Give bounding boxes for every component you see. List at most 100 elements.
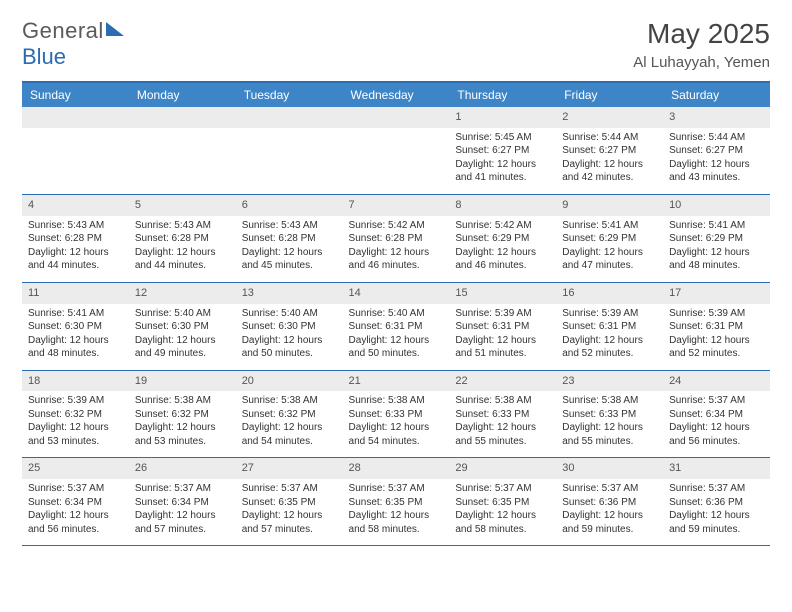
day-content: Sunrise: 5:40 AMSunset: 6:30 PMDaylight:…: [129, 304, 236, 370]
day-d2: and 51 minutes.: [455, 347, 550, 361]
day-sr: Sunrise: 5:40 AM: [135, 307, 230, 321]
day-ss: Sunset: 6:31 PM: [669, 320, 764, 334]
day-content: [236, 128, 343, 194]
day-content: Sunrise: 5:38 AMSunset: 6:33 PMDaylight:…: [556, 391, 663, 457]
calendar-cell: 23Sunrise: 5:38 AMSunset: 6:33 PMDayligh…: [556, 370, 663, 458]
calendar-cell: 7Sunrise: 5:42 AMSunset: 6:28 PMDaylight…: [343, 194, 450, 282]
day-sr: Sunrise: 5:43 AM: [28, 219, 123, 233]
day-ss: Sunset: 6:36 PM: [669, 496, 764, 510]
day-d1: Daylight: 12 hours: [349, 509, 444, 523]
day-sr: Sunrise: 5:39 AM: [28, 394, 123, 408]
day-d1: Daylight: 12 hours: [669, 509, 764, 523]
day-sr: Sunrise: 5:45 AM: [455, 131, 550, 145]
day-content: [343, 128, 450, 194]
day-sr: Sunrise: 5:40 AM: [242, 307, 337, 321]
location: Al Luhayyah, Yemen: [633, 54, 770, 71]
day-d2: and 49 minutes.: [135, 347, 230, 361]
day-sr: Sunrise: 5:37 AM: [242, 482, 337, 496]
day-content: Sunrise: 5:37 AMSunset: 6:34 PMDaylight:…: [129, 479, 236, 545]
day-number: 24: [663, 371, 770, 392]
day-d1: Daylight: 12 hours: [28, 334, 123, 348]
day-d2: and 52 minutes.: [669, 347, 764, 361]
calendar-cell: 26Sunrise: 5:37 AMSunset: 6:34 PMDayligh…: [129, 458, 236, 546]
day-ss: Sunset: 6:31 PM: [455, 320, 550, 334]
day-sr: Sunrise: 5:38 AM: [242, 394, 337, 408]
day-ss: Sunset: 6:34 PM: [669, 408, 764, 422]
day-d2: and 55 minutes.: [455, 435, 550, 449]
day-sr: Sunrise: 5:37 AM: [135, 482, 230, 496]
day-d2: and 46 minutes.: [455, 259, 550, 273]
day-number: 2: [556, 107, 663, 128]
day-d2: and 43 minutes.: [669, 171, 764, 185]
day-d2: and 54 minutes.: [242, 435, 337, 449]
calendar-cell: 17Sunrise: 5:39 AMSunset: 6:31 PMDayligh…: [663, 282, 770, 370]
calendar-cell: 28Sunrise: 5:37 AMSunset: 6:35 PMDayligh…: [343, 458, 450, 546]
day-number: 29: [449, 458, 556, 479]
day-ss: Sunset: 6:35 PM: [349, 496, 444, 510]
calendar-table: Sunday Monday Tuesday Wednesday Thursday…: [22, 81, 770, 546]
day-d1: Daylight: 12 hours: [349, 421, 444, 435]
day-d1: Daylight: 12 hours: [135, 334, 230, 348]
calendar-cell: [343, 107, 450, 194]
day-d2: and 56 minutes.: [28, 523, 123, 537]
day-ss: Sunset: 6:33 PM: [455, 408, 550, 422]
day-ss: Sunset: 6:27 PM: [669, 144, 764, 158]
calendar-cell: 3Sunrise: 5:44 AMSunset: 6:27 PMDaylight…: [663, 107, 770, 194]
day-d2: and 50 minutes.: [242, 347, 337, 361]
day-d1: Daylight: 12 hours: [455, 334, 550, 348]
day-d2: and 54 minutes.: [349, 435, 444, 449]
day-d1: Daylight: 12 hours: [349, 246, 444, 260]
day-content: Sunrise: 5:42 AMSunset: 6:28 PMDaylight:…: [343, 216, 450, 282]
calendar-cell: 6Sunrise: 5:43 AMSunset: 6:28 PMDaylight…: [236, 194, 343, 282]
day-number: 3: [663, 107, 770, 128]
day-d2: and 58 minutes.: [455, 523, 550, 537]
day-content: Sunrise: 5:40 AMSunset: 6:30 PMDaylight:…: [236, 304, 343, 370]
day-content: Sunrise: 5:39 AMSunset: 6:31 PMDaylight:…: [663, 304, 770, 370]
day-sr: Sunrise: 5:38 AM: [455, 394, 550, 408]
day-sr: Sunrise: 5:44 AM: [669, 131, 764, 145]
day-header: Tuesday: [236, 82, 343, 107]
day-ss: Sunset: 6:34 PM: [135, 496, 230, 510]
day-number: [129, 107, 236, 128]
day-d1: Daylight: 12 hours: [135, 246, 230, 260]
day-header: Saturday: [663, 82, 770, 107]
day-ss: Sunset: 6:29 PM: [562, 232, 657, 246]
day-ss: Sunset: 6:27 PM: [562, 144, 657, 158]
day-number: 27: [236, 458, 343, 479]
day-content: Sunrise: 5:41 AMSunset: 6:29 PMDaylight:…: [663, 216, 770, 282]
day-number: 21: [343, 371, 450, 392]
day-sr: Sunrise: 5:39 AM: [669, 307, 764, 321]
day-d1: Daylight: 12 hours: [242, 334, 337, 348]
day-number: 30: [556, 458, 663, 479]
day-header: Friday: [556, 82, 663, 107]
day-number: 15: [449, 283, 556, 304]
day-content: Sunrise: 5:38 AMSunset: 6:32 PMDaylight:…: [236, 391, 343, 457]
day-d1: Daylight: 12 hours: [562, 334, 657, 348]
calendar-cell: 19Sunrise: 5:38 AMSunset: 6:32 PMDayligh…: [129, 370, 236, 458]
day-ss: Sunset: 6:30 PM: [28, 320, 123, 334]
day-content: Sunrise: 5:38 AMSunset: 6:33 PMDaylight:…: [449, 391, 556, 457]
day-number: 14: [343, 283, 450, 304]
day-header: Monday: [129, 82, 236, 107]
day-d2: and 53 minutes.: [28, 435, 123, 449]
day-number: [343, 107, 450, 128]
logo-text1: General: [22, 18, 104, 44]
day-number: 7: [343, 195, 450, 216]
day-content: [129, 128, 236, 194]
day-ss: Sunset: 6:35 PM: [242, 496, 337, 510]
day-d2: and 50 minutes.: [349, 347, 444, 361]
calendar-row: 18Sunrise: 5:39 AMSunset: 6:32 PMDayligh…: [22, 370, 770, 458]
day-d1: Daylight: 12 hours: [562, 246, 657, 260]
calendar-cell: [129, 107, 236, 194]
day-number: 11: [22, 283, 129, 304]
day-d1: Daylight: 12 hours: [242, 246, 337, 260]
day-ss: Sunset: 6:32 PM: [135, 408, 230, 422]
day-sr: Sunrise: 5:43 AM: [242, 219, 337, 233]
calendar-cell: 10Sunrise: 5:41 AMSunset: 6:29 PMDayligh…: [663, 194, 770, 282]
day-d2: and 56 minutes.: [669, 435, 764, 449]
calendar-cell: 22Sunrise: 5:38 AMSunset: 6:33 PMDayligh…: [449, 370, 556, 458]
day-ss: Sunset: 6:29 PM: [455, 232, 550, 246]
day-d2: and 58 minutes.: [349, 523, 444, 537]
day-sr: Sunrise: 5:39 AM: [455, 307, 550, 321]
day-header: Sunday: [22, 82, 129, 107]
